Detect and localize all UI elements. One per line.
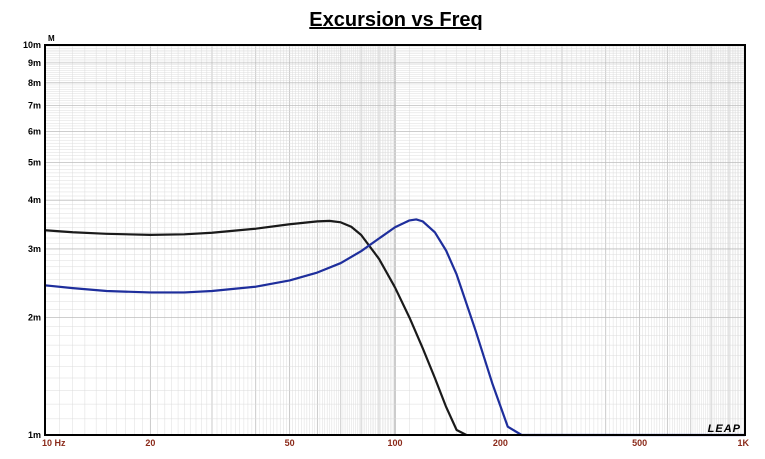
y-tick-label: 2m bbox=[28, 313, 41, 323]
x-tick-label: 10 Hz bbox=[42, 438, 66, 448]
plot-frame bbox=[44, 44, 746, 436]
y-tick-label: 6m bbox=[28, 127, 41, 137]
x-tick-label: 100 bbox=[387, 438, 402, 448]
y-tick-label: 8m bbox=[28, 78, 41, 88]
x-tick-label: 50 bbox=[285, 438, 295, 448]
x-tick-label: 200 bbox=[493, 438, 508, 448]
series-line-2 bbox=[44, 218, 745, 437]
y-unit-label: M bbox=[48, 34, 55, 43]
x-tick-label: 500 bbox=[632, 438, 647, 448]
x-tick-label: 20 bbox=[145, 438, 155, 448]
grid-lines bbox=[44, 45, 745, 436]
y-tick-label: 7m bbox=[28, 100, 41, 110]
x-tick-labels: 10 Hz 20 50 100 200 500 1K bbox=[42, 438, 749, 448]
y-tick-label: 9m bbox=[28, 58, 41, 68]
series-lines bbox=[44, 218, 745, 437]
y-tick-label: 4m bbox=[28, 195, 41, 205]
leap-logo: LEAP bbox=[708, 423, 741, 435]
y-tick-label: 1m bbox=[28, 430, 41, 440]
series-line-1 bbox=[44, 219, 467, 436]
y-tick-label: 5m bbox=[28, 157, 41, 167]
chart-title: Excursion vs Freq bbox=[309, 9, 482, 31]
y-tick-label: 10m bbox=[23, 40, 41, 50]
y-tick-label: 3m bbox=[28, 244, 41, 254]
y-tick-labels: 10m 9m 8m 7m 6m 5m 4m 3m 2m 1m bbox=[23, 40, 41, 440]
x-tick-label: 1K bbox=[737, 438, 749, 448]
